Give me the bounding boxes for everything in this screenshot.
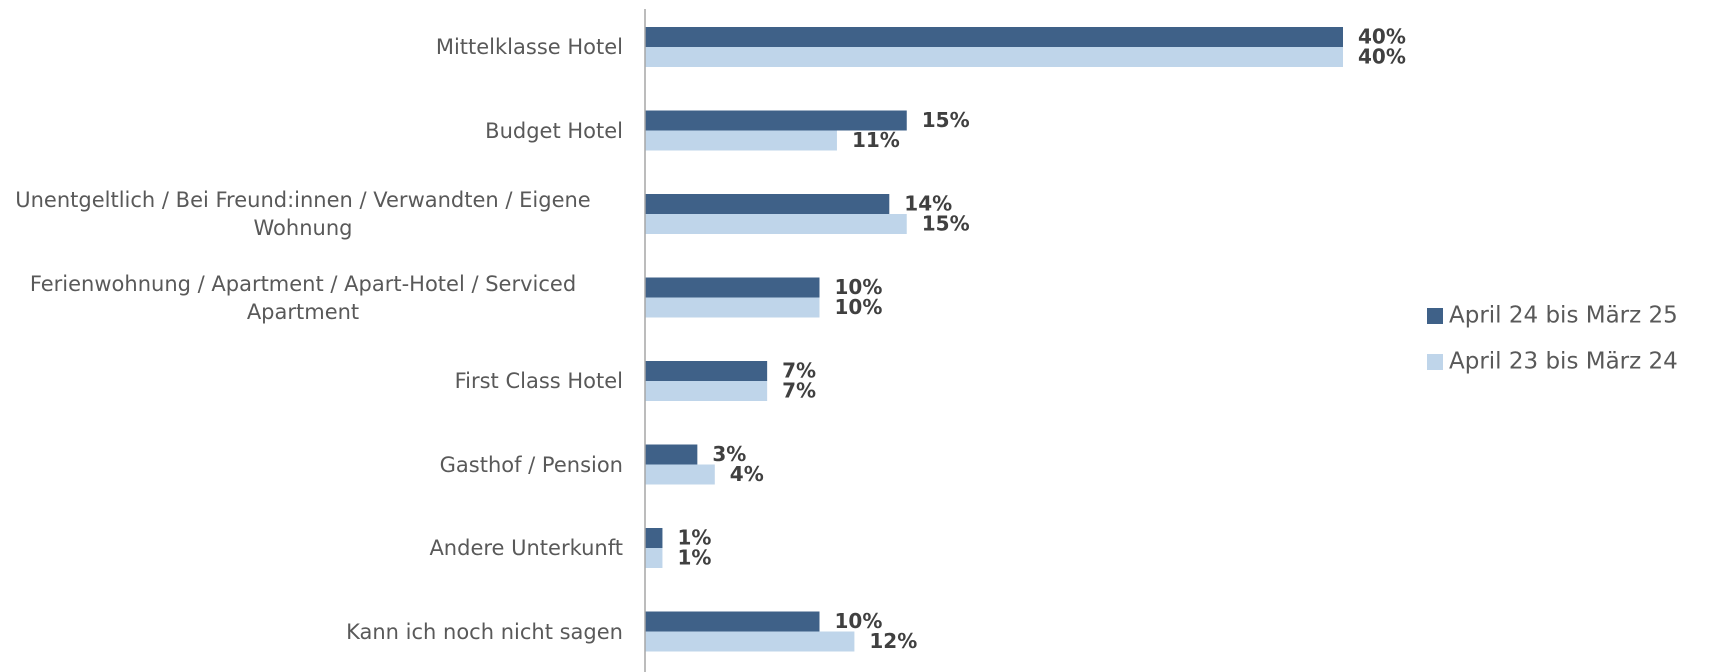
- bar: [645, 464, 715, 485]
- value-label: 4%: [730, 462, 764, 486]
- value-label: 1%: [677, 546, 711, 570]
- category-label: First Class Hotel: [454, 369, 623, 393]
- bar: [645, 528, 663, 548]
- bar: [645, 381, 768, 401]
- category-label: Kann ich noch nicht sagen: [346, 619, 623, 644]
- value-label: 14%: [904, 192, 952, 216]
- legend-label: April 23 bis März 24: [1449, 349, 1678, 375]
- category-label: Budget Hotel: [485, 118, 623, 143]
- bar: [645, 444, 698, 465]
- category-label: Andere Unterkunft: [429, 536, 623, 560]
- value-label: 7%: [782, 379, 816, 403]
- category-label: Ferienwohnung / Apartment / Apart-Hotel …: [29, 271, 577, 324]
- bar: [645, 130, 837, 151]
- bar: [645, 277, 820, 298]
- bar: [645, 361, 768, 381]
- value-label: 40%: [1358, 25, 1406, 49]
- bar: [645, 47, 1343, 67]
- value-label: 3%: [712, 442, 746, 466]
- bar: [645, 194, 890, 214]
- value-label: 15%: [922, 212, 970, 236]
- bar: [645, 110, 907, 131]
- bar: [645, 297, 820, 318]
- value-label: 12%: [869, 629, 917, 653]
- legend-label: April 24 bis März 25: [1449, 303, 1678, 329]
- value-label: 1%: [677, 526, 711, 550]
- category-label: Mittelklasse Hotel: [435, 35, 623, 59]
- value-label: 7%: [782, 359, 816, 383]
- bar: [645, 548, 663, 568]
- category-label: Gasthof / Pension: [439, 452, 623, 477]
- value-label: 40%: [1358, 45, 1406, 69]
- category-label: Unentgeltlich / Bei Freund:innen / Verwa…: [15, 188, 591, 240]
- legend-swatch: [1427, 308, 1443, 324]
- bar: [645, 214, 907, 234]
- value-label: 11%: [852, 128, 900, 152]
- bar: [645, 631, 855, 652]
- bar: [645, 611, 820, 632]
- value-label: 10%: [835, 275, 883, 299]
- value-label: 10%: [835, 609, 883, 633]
- bar: [645, 27, 1343, 47]
- value-label: 10%: [835, 295, 883, 319]
- value-label: 15%: [922, 108, 970, 132]
- legend-swatch: [1427, 354, 1443, 370]
